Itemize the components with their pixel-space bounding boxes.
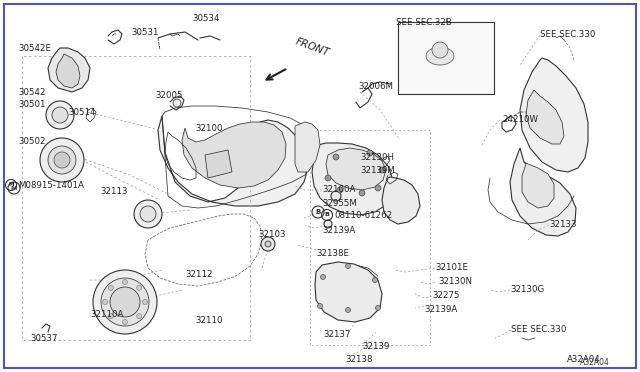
- Text: 32955M: 32955M: [322, 199, 357, 208]
- Text: 32113: 32113: [100, 187, 127, 196]
- Text: 32130N: 32130N: [438, 277, 472, 286]
- Circle shape: [134, 200, 162, 228]
- Circle shape: [122, 279, 127, 285]
- Polygon shape: [158, 116, 308, 206]
- Text: 30537: 30537: [30, 334, 58, 343]
- Text: 32139: 32139: [362, 342, 389, 351]
- Polygon shape: [326, 148, 386, 190]
- Circle shape: [325, 175, 331, 181]
- Circle shape: [122, 320, 127, 324]
- Circle shape: [46, 101, 74, 129]
- Polygon shape: [312, 143, 393, 215]
- Text: 32100: 32100: [195, 124, 223, 133]
- Text: B: B: [324, 212, 330, 218]
- Polygon shape: [56, 54, 80, 88]
- Polygon shape: [315, 262, 382, 322]
- Text: 30534: 30534: [192, 14, 220, 23]
- Circle shape: [261, 237, 275, 251]
- Text: 30542E: 30542E: [18, 44, 51, 53]
- Text: 32275: 32275: [432, 291, 460, 300]
- Circle shape: [102, 299, 108, 305]
- Circle shape: [372, 278, 378, 282]
- Text: SEE SEC.330: SEE SEC.330: [540, 30, 595, 39]
- Circle shape: [54, 152, 70, 168]
- Circle shape: [321, 275, 326, 279]
- Text: SEE SEC.330: SEE SEC.330: [511, 325, 566, 334]
- Text: 24210W: 24210W: [502, 115, 538, 124]
- Text: 32101E: 32101E: [435, 263, 468, 272]
- Circle shape: [331, 191, 341, 201]
- Text: FRONT: FRONT: [294, 36, 331, 58]
- Text: 32138: 32138: [345, 355, 372, 364]
- Text: A32A04: A32A04: [580, 358, 610, 367]
- Polygon shape: [382, 177, 420, 224]
- Text: M: M: [8, 183, 13, 187]
- Circle shape: [265, 241, 271, 247]
- Circle shape: [317, 304, 323, 308]
- Circle shape: [93, 270, 157, 334]
- Text: SEE SEC.32B: SEE SEC.32B: [396, 18, 452, 27]
- Text: 08110-61262: 08110-61262: [334, 211, 392, 219]
- Text: B: B: [316, 209, 321, 215]
- Circle shape: [137, 314, 141, 319]
- Text: 32137: 32137: [323, 330, 351, 339]
- Text: 30502: 30502: [18, 137, 45, 146]
- Polygon shape: [182, 122, 286, 188]
- Circle shape: [346, 308, 351, 312]
- Text: 30514: 30514: [68, 108, 95, 117]
- Text: 32100A: 32100A: [322, 185, 355, 194]
- Polygon shape: [295, 122, 320, 172]
- Circle shape: [108, 285, 113, 291]
- Text: 32139A: 32139A: [322, 226, 355, 235]
- Text: 32139A: 32139A: [424, 305, 457, 314]
- Circle shape: [52, 107, 68, 123]
- Text: 30501: 30501: [18, 100, 45, 109]
- Text: 32103: 32103: [258, 230, 285, 239]
- Circle shape: [324, 220, 332, 228]
- Circle shape: [346, 263, 351, 269]
- Circle shape: [137, 285, 141, 291]
- Circle shape: [367, 150, 373, 156]
- Circle shape: [48, 146, 76, 174]
- Text: M: M: [11, 186, 17, 191]
- Text: 32130H: 32130H: [360, 153, 394, 162]
- Circle shape: [333, 154, 339, 160]
- Circle shape: [379, 167, 385, 173]
- Circle shape: [110, 287, 140, 317]
- Ellipse shape: [426, 47, 454, 65]
- Text: 32130G: 32130G: [510, 285, 544, 294]
- Text: 30542: 30542: [18, 88, 45, 97]
- Circle shape: [140, 206, 156, 222]
- Circle shape: [108, 314, 113, 319]
- Text: 32110A: 32110A: [90, 310, 124, 319]
- Polygon shape: [510, 148, 576, 236]
- Circle shape: [173, 99, 181, 107]
- Circle shape: [359, 190, 365, 196]
- Polygon shape: [205, 150, 232, 178]
- Circle shape: [432, 42, 448, 58]
- Circle shape: [101, 278, 149, 326]
- Circle shape: [375, 185, 381, 191]
- Text: 32006M: 32006M: [358, 82, 393, 91]
- Polygon shape: [522, 162, 554, 208]
- Text: M08915-1401A: M08915-1401A: [18, 180, 84, 189]
- Circle shape: [376, 305, 381, 311]
- Text: 32110: 32110: [195, 316, 223, 325]
- Text: 32138E: 32138E: [316, 249, 349, 258]
- Circle shape: [40, 138, 84, 182]
- Text: 32133: 32133: [549, 220, 577, 229]
- Text: 32112: 32112: [185, 270, 212, 279]
- Circle shape: [143, 299, 147, 305]
- Circle shape: [337, 187, 343, 193]
- Polygon shape: [526, 90, 564, 144]
- Text: 30531: 30531: [131, 28, 159, 37]
- Polygon shape: [520, 58, 588, 172]
- Polygon shape: [48, 48, 90, 92]
- Bar: [398, 22, 494, 94]
- Text: 32005: 32005: [155, 91, 182, 100]
- Text: A32A04: A32A04: [567, 355, 601, 364]
- Text: 32139M: 32139M: [360, 166, 395, 175]
